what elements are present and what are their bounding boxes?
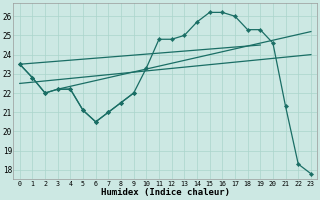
X-axis label: Humidex (Indice chaleur): Humidex (Indice chaleur) (101, 188, 230, 197)
